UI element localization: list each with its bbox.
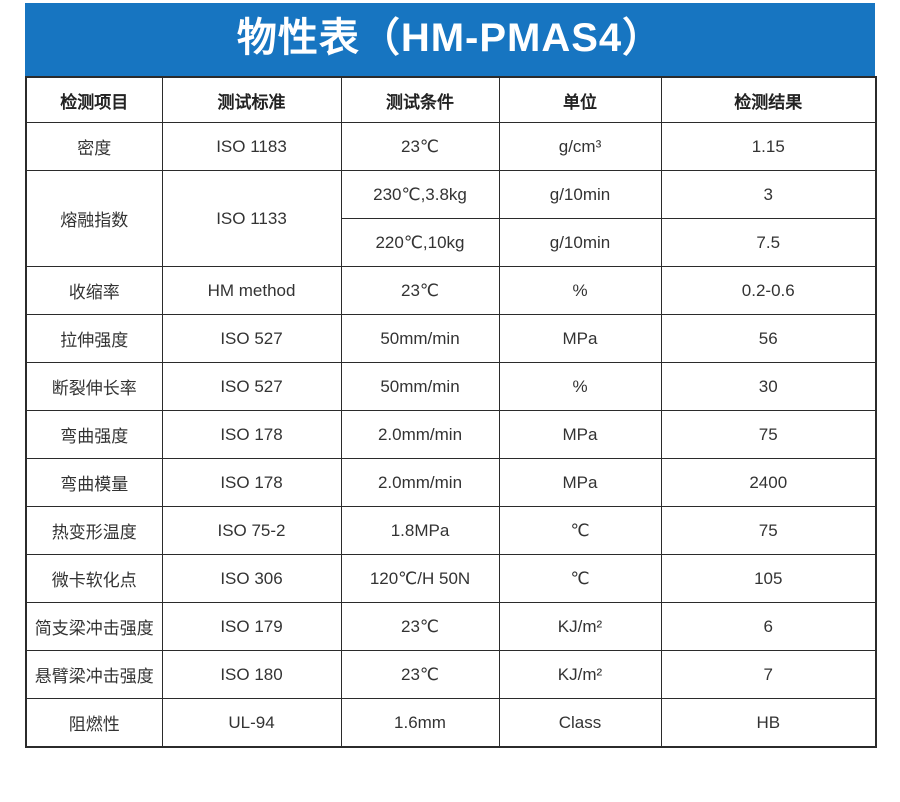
cell-standard: HM method <box>161 266 342 315</box>
cell-item: 弯曲模量 <box>25 458 163 507</box>
cell-item: 熔融指数 <box>25 170 163 267</box>
title-banner: 物性表（HM-PMAS4） <box>25 3 875 76</box>
cell-standard: ISO 179 <box>161 602 342 651</box>
cell-item: 热变形温度 <box>25 506 163 555</box>
cell-standard: ISO 180 <box>161 650 342 699</box>
cell-item: 拉伸强度 <box>25 314 163 363</box>
header-condition: 测试条件 <box>340 76 500 123</box>
cell-unit: KJ/m² <box>498 602 662 651</box>
table-row-vicat-softening-point: 微卡软化点 ISO 306 120℃/H 50N ℃ 105 <box>25 554 877 603</box>
cell-unit: g/10min <box>498 170 662 219</box>
cell-condition: 23℃ <box>340 650 500 699</box>
cell-result: HB <box>660 698 877 748</box>
cell-condition: 1.6mm <box>340 698 500 748</box>
cell-condition: 1.8MPa <box>340 506 500 555</box>
cell-standard: ISO 1133 <box>161 170 342 267</box>
table-row-izod-impact-strength: 悬臂梁冲击强度 ISO 180 23℃ KJ/m² 7 <box>25 650 877 699</box>
cell-standard: ISO 527 <box>161 362 342 411</box>
cell-standard: ISO 75-2 <box>161 506 342 555</box>
cell-item: 弯曲强度 <box>25 410 163 459</box>
cell-condition: 230℃,3.8kg <box>340 170 500 219</box>
cell-unit: % <box>498 266 662 315</box>
cell-item: 收缩率 <box>25 266 163 315</box>
cell-condition: 2.0mm/min <box>340 410 500 459</box>
cell-result: 30 <box>660 362 877 411</box>
table-row-flexural-strength: 弯曲强度 ISO 178 2.0mm/min MPa 75 <box>25 410 877 459</box>
cell-result: 3 <box>660 170 877 219</box>
cell-unit: ℃ <box>498 554 662 603</box>
cell-condition: 50mm/min <box>340 362 500 411</box>
cell-result: 7 <box>660 650 877 699</box>
cell-item: 密度 <box>25 122 163 171</box>
cell-result: 0.2-0.6 <box>660 266 877 315</box>
cell-result: 7.5 <box>660 218 877 267</box>
cell-condition: 23℃ <box>340 122 500 171</box>
cell-item: 悬臂梁冲击强度 <box>25 650 163 699</box>
cell-unit: MPa <box>498 458 662 507</box>
header-unit: 单位 <box>498 76 662 123</box>
table-row-flexural-modulus: 弯曲模量 ISO 178 2.0mm/min MPa 2400 <box>25 458 877 507</box>
table-row-melt-index-b: 220℃,10kg g/10min 7.5 <box>26 218 877 267</box>
cell-item: 微卡软化点 <box>25 554 163 603</box>
cell-standard: ISO 527 <box>161 314 342 363</box>
cell-condition: 23℃ <box>340 266 500 315</box>
table-row-tensile-strength: 拉伸强度 ISO 527 50mm/min MPa 56 <box>25 314 877 363</box>
cell-result: 6 <box>660 602 877 651</box>
cell-standard: ISO 306 <box>161 554 342 603</box>
cell-item: 简支梁冲击强度 <box>25 602 163 651</box>
header-standard: 测试标准 <box>161 76 342 123</box>
page-title: 物性表（HM-PMAS4） <box>236 15 664 60</box>
cell-item: 阻燃性 <box>25 698 163 748</box>
cell-unit: MPa <box>498 314 662 363</box>
cell-standard: UL-94 <box>161 698 342 748</box>
cell-unit: % <box>498 362 662 411</box>
cell-result: 75 <box>660 506 877 555</box>
table-header-row: 检测项目 测试标准 测试条件 单位 检测结果 <box>25 76 877 123</box>
table-row-melt-index-a: 熔融指数 ISO 1133 230℃,3.8kg g/10min 3 <box>25 170 877 267</box>
property-table: 检测项目 测试标准 测试条件 单位 检测结果 密度 ISO 1183 23℃ g… <box>25 76 877 748</box>
cell-result: 2400 <box>660 458 877 507</box>
cell-unit: Class <box>498 698 662 748</box>
cell-result: 105 <box>660 554 877 603</box>
header-result: 检测结果 <box>660 76 877 123</box>
table-row-heat-deflection-temperature: 热变形温度 ISO 75-2 1.8MPa ℃ 75 <box>25 506 877 555</box>
table-row-shrinkage: 收缩率 HM method 23℃ % 0.2-0.6 <box>25 266 877 315</box>
cell-unit: KJ/m² <box>498 650 662 699</box>
table-row-density: 密度 ISO 1183 23℃ g/cm³ 1.15 <box>25 122 877 171</box>
cell-result: 1.15 <box>660 122 877 171</box>
cell-item: 断裂伸长率 <box>25 362 163 411</box>
cell-condition: 2.0mm/min <box>340 458 500 507</box>
cell-result: 75 <box>660 410 877 459</box>
cell-standard: ISO 1183 <box>161 122 342 171</box>
cell-unit: MPa <box>498 410 662 459</box>
table-row-flame-retardancy: 阻燃性 UL-94 1.6mm Class HB <box>25 698 877 748</box>
header-item: 检测项目 <box>25 76 163 123</box>
cell-standard: ISO 178 <box>161 458 342 507</box>
cell-standard: ISO 178 <box>161 410 342 459</box>
cell-unit: g/10min <box>498 218 662 267</box>
cell-condition: 23℃ <box>340 602 500 651</box>
table-row-charpy-impact-strength: 简支梁冲击强度 ISO 179 23℃ KJ/m² 6 <box>25 602 877 651</box>
cell-condition: 50mm/min <box>340 314 500 363</box>
cell-unit: g/cm³ <box>498 122 662 171</box>
cell-condition: 220℃,10kg <box>340 218 500 267</box>
table-row-elongation-at-break: 断裂伸长率 ISO 527 50mm/min % 30 <box>25 362 877 411</box>
cell-condition: 120℃/H 50N <box>340 554 500 603</box>
cell-unit: ℃ <box>498 506 662 555</box>
cell-result: 56 <box>660 314 877 363</box>
